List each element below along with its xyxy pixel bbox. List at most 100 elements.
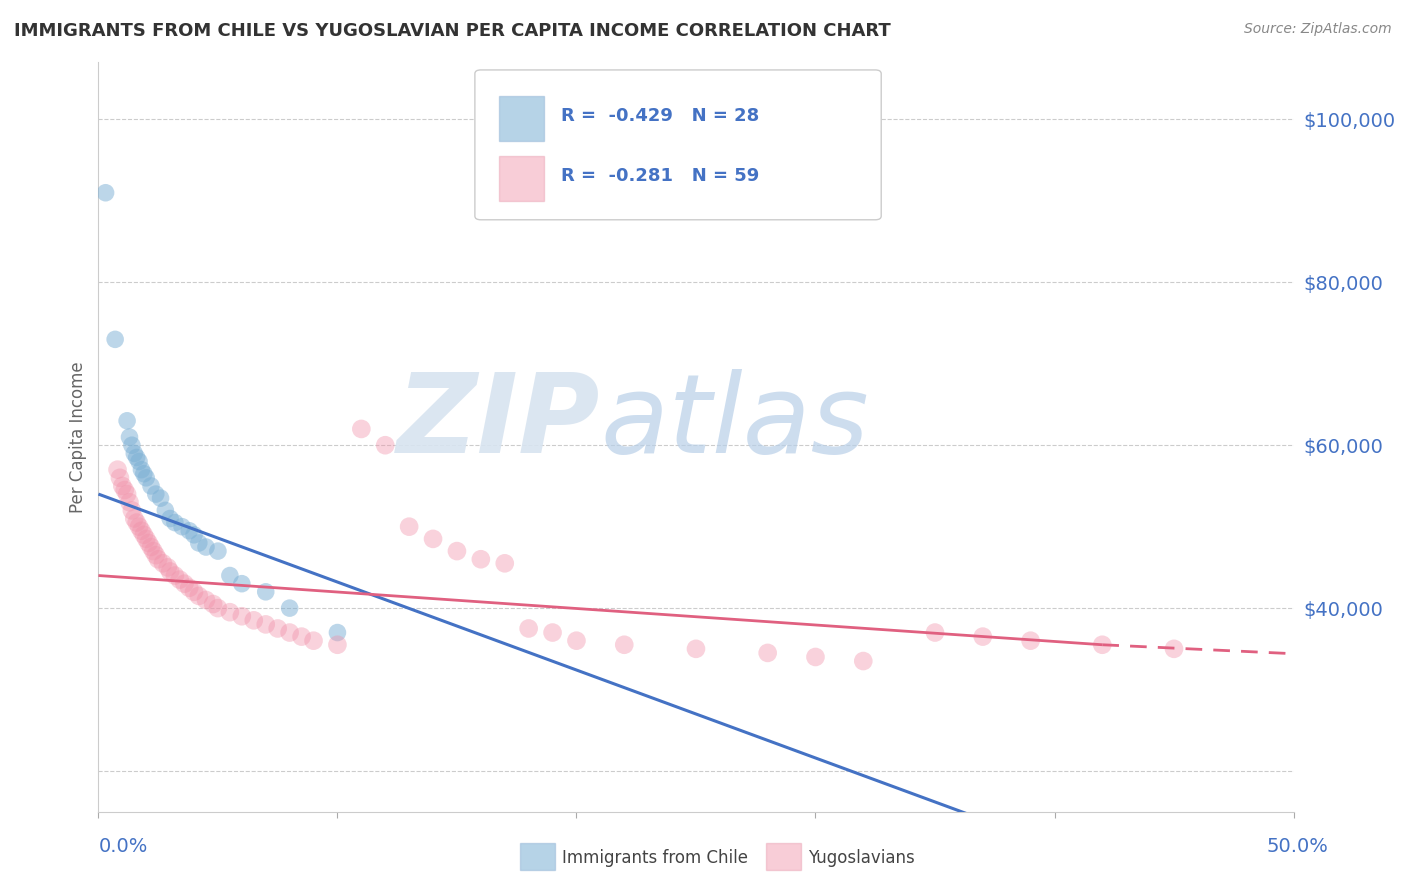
Point — [132, 528, 155, 542]
Point — [131, 463, 153, 477]
Point — [121, 503, 143, 517]
Text: Immigrants from Chile: Immigrants from Chile — [562, 849, 748, 867]
Point — [131, 524, 153, 538]
Point — [267, 622, 290, 636]
Point — [350, 422, 373, 436]
Text: ZIP: ZIP — [396, 368, 600, 475]
Point — [446, 544, 468, 558]
Point — [139, 540, 162, 554]
Point — [207, 601, 229, 615]
Point — [326, 638, 349, 652]
Point — [187, 536, 209, 550]
Point — [565, 633, 588, 648]
Point — [179, 581, 201, 595]
Point — [195, 540, 218, 554]
Text: atlas: atlas — [600, 368, 869, 475]
Point — [135, 471, 157, 485]
Point — [302, 633, 325, 648]
Point — [142, 544, 165, 558]
Point — [135, 532, 157, 546]
Point — [219, 605, 242, 619]
Point — [326, 625, 349, 640]
Point — [278, 601, 301, 615]
Point — [159, 511, 181, 525]
Point — [132, 467, 155, 481]
Point — [159, 565, 181, 579]
Point — [291, 630, 314, 644]
Point — [149, 491, 172, 505]
Point — [148, 552, 170, 566]
Point — [155, 503, 177, 517]
Point — [128, 519, 150, 533]
Point — [163, 568, 186, 582]
Text: IMMIGRANTS FROM CHILE VS YUGOSLAVIAN PER CAPITA INCOME CORRELATION CHART: IMMIGRANTS FROM CHILE VS YUGOSLAVIAN PER… — [14, 22, 891, 40]
Point — [156, 560, 179, 574]
Point — [183, 528, 205, 542]
Point — [613, 638, 636, 652]
FancyBboxPatch shape — [475, 70, 882, 219]
Point — [231, 609, 253, 624]
Point — [145, 548, 167, 562]
Point — [187, 589, 209, 603]
Point — [852, 654, 875, 668]
Text: R =  -0.429   N = 28: R = -0.429 N = 28 — [561, 107, 759, 126]
Text: Source: ZipAtlas.com: Source: ZipAtlas.com — [1244, 22, 1392, 37]
Point — [804, 650, 827, 665]
Point — [115, 414, 138, 428]
Point — [121, 438, 143, 452]
Point — [374, 438, 396, 452]
Point — [195, 593, 218, 607]
Point — [169, 573, 191, 587]
Point — [108, 471, 131, 485]
FancyBboxPatch shape — [499, 96, 544, 141]
Point — [138, 536, 160, 550]
Point — [685, 641, 707, 656]
Point — [94, 186, 117, 200]
Point — [115, 487, 138, 501]
Point — [541, 625, 564, 640]
Point — [139, 479, 162, 493]
Point — [111, 479, 134, 493]
Point — [243, 613, 266, 627]
Point — [172, 519, 194, 533]
Point — [128, 454, 150, 468]
Point — [254, 584, 277, 599]
Point — [756, 646, 779, 660]
Point — [231, 576, 253, 591]
Point — [1019, 633, 1042, 648]
Point — [1091, 638, 1114, 652]
Point — [118, 495, 141, 509]
Text: 50.0%: 50.0% — [1267, 838, 1329, 856]
Point — [202, 597, 225, 611]
Point — [125, 450, 148, 465]
Point — [207, 544, 229, 558]
Point — [972, 630, 994, 644]
Point — [422, 532, 444, 546]
Point — [163, 516, 186, 530]
Point — [470, 552, 492, 566]
Point — [924, 625, 946, 640]
Point — [107, 463, 129, 477]
Point — [1163, 641, 1185, 656]
Point — [152, 557, 174, 571]
Point — [278, 625, 301, 640]
Point — [124, 446, 146, 460]
Point — [114, 483, 136, 497]
Point — [125, 516, 148, 530]
Point — [179, 524, 201, 538]
Point — [173, 576, 195, 591]
Point — [254, 617, 277, 632]
Y-axis label: Per Capita Income: Per Capita Income — [69, 361, 87, 513]
Point — [494, 557, 516, 571]
Text: Yugoslavians: Yugoslavians — [808, 849, 915, 867]
Point — [104, 332, 127, 346]
Point — [398, 519, 420, 533]
Point — [124, 511, 146, 525]
Point — [118, 430, 141, 444]
Text: 0.0%: 0.0% — [98, 838, 148, 856]
Point — [219, 568, 242, 582]
Point — [183, 584, 205, 599]
Text: R =  -0.281   N = 59: R = -0.281 N = 59 — [561, 168, 759, 186]
Point — [517, 622, 540, 636]
Point — [145, 487, 167, 501]
